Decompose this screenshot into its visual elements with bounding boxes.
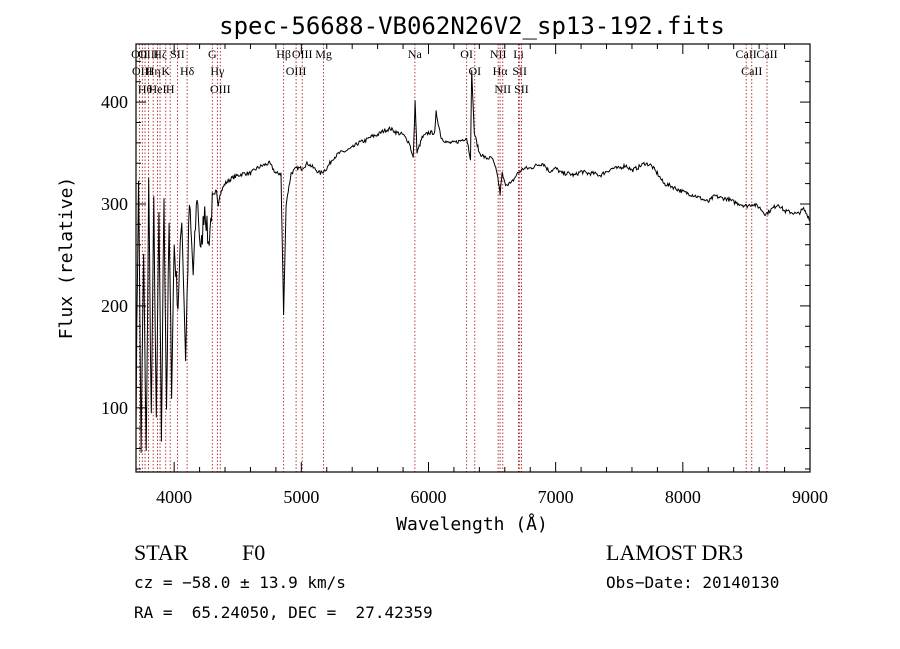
line-markers: OIIOIIIHθOIIIHηHeIHζKHSIIHδGHγOIIIHβOIII… <box>131 44 778 472</box>
line-marker-label: OI <box>460 47 473 61</box>
redshift-text: cz = −58.0 ± 13.9 km/s <box>134 573 346 592</box>
line-marker-label: Na <box>408 47 423 61</box>
chart-title: spec-56688-VB062N26V2_sp13-192.fits <box>219 12 725 40</box>
line-marker-label: NII <box>494 82 511 96</box>
line-marker-label: OIII <box>292 47 313 61</box>
y-tick-label: 100 <box>101 398 128 418</box>
line-marker-label: Hη <box>146 64 161 78</box>
line-marker-label: Hδ <box>180 64 195 78</box>
line-marker-label: OIII <box>132 64 153 78</box>
line-marker-label: Hα <box>493 64 509 78</box>
line-marker-label: OI <box>468 64 481 78</box>
x-tick-label: 7000 <box>538 487 574 507</box>
line-marker-label: SII <box>514 82 529 96</box>
line-marker-label: SII <box>170 47 185 61</box>
x-tick-label: 8000 <box>665 487 701 507</box>
coordinates: RA = 65.24050, DEC = 27.42359 <box>134 603 433 622</box>
plot-frame <box>135 43 811 473</box>
line-marker-label: CaII <box>741 64 762 78</box>
line-marker-label: OIII <box>138 47 159 61</box>
x-tick-label: 5000 <box>283 487 319 507</box>
x-tick-label: 4000 <box>156 487 192 507</box>
line-marker-label: Li <box>513 47 524 61</box>
line-marker-label: CaII <box>735 47 756 61</box>
line-marker-label: HeI <box>148 82 166 96</box>
line-marker-label: K <box>161 64 170 78</box>
line-marker-label: CaII <box>756 47 777 61</box>
line-marker-label: OIII <box>210 82 231 96</box>
x-axis-label: Wavelength (Å) <box>396 513 548 535</box>
series-group <box>135 69 811 453</box>
y-axis-label: Flux (relative) <box>56 177 77 340</box>
x-axis: 4000 5000 6000 7000 8000 9000 <box>156 44 828 507</box>
object-class: STAR <box>134 540 189 565</box>
line-marker-label: Mg <box>315 47 332 61</box>
spectrum-line <box>135 69 811 453</box>
y-axis: 100 200 300 400 <box>101 60 810 470</box>
survey-name: LAMOST DR3 <box>606 540 744 565</box>
y-tick-label: 200 <box>101 296 128 316</box>
line-marker-label: OIII <box>286 64 307 78</box>
y-tick-label: 400 <box>101 92 128 112</box>
line-marker-label: Hζ <box>153 47 167 61</box>
line-marker-label: OII <box>131 47 148 61</box>
x-tick-label: 6000 <box>410 487 446 507</box>
line-marker-label: Hγ <box>210 64 225 78</box>
line-marker-label: H <box>166 82 175 96</box>
line-marker-label: NII <box>490 47 507 61</box>
y-tick-label: 300 <box>101 194 128 214</box>
line-marker-label: G <box>208 47 217 61</box>
line-marker-label: Hβ <box>276 47 291 61</box>
x-tick-label: 9000 <box>792 487 828 507</box>
object-subclass: F0 <box>242 540 266 565</box>
line-marker-label: Hθ <box>138 82 153 96</box>
obs-date: Obs−Date: 20140130 <box>606 573 780 592</box>
line-marker-label: SII <box>512 64 527 78</box>
